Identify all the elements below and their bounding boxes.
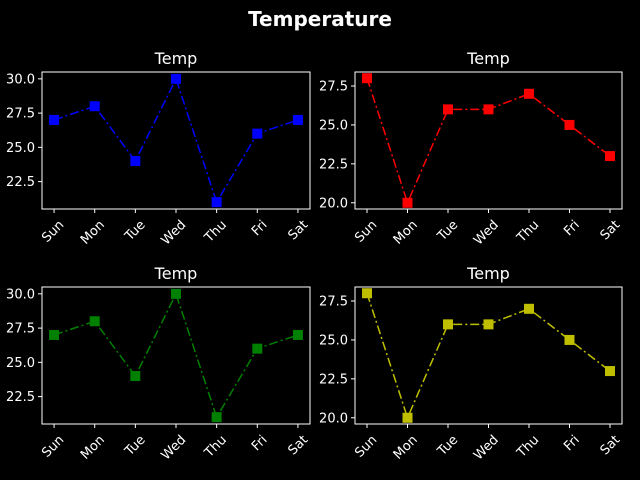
- axes-frame: [41, 71, 311, 210]
- data-point-marker: [604, 366, 615, 377]
- y-tick-label: 30.0: [6, 72, 35, 87]
- data-point-marker: [171, 73, 181, 84]
- figure-title: Temperature: [248, 7, 392, 31]
- data-point-marker: [292, 114, 303, 125]
- data-point-marker: [292, 329, 303, 340]
- x-tick-label: Mon: [391, 218, 421, 248]
- data-point-marker: [564, 119, 575, 130]
- data-point-marker: [252, 343, 263, 354]
- x-tick-label: Fri: [561, 218, 583, 240]
- x-tick-label: Thu: [514, 433, 543, 462]
- y-tick-label: 27.5: [6, 322, 35, 337]
- x-tick-label: Mon: [391, 433, 421, 463]
- data-point-marker: [362, 288, 373, 299]
- x-tick-label: Wed: [159, 433, 190, 464]
- y-tick-label: 25.0: [6, 141, 35, 156]
- data-point-marker: [211, 197, 222, 208]
- x-tick-label: Fri: [249, 218, 271, 240]
- y-tick-label: 27.5: [6, 107, 35, 122]
- x-tick-label: Fri: [249, 433, 271, 455]
- y-tick-label: 25.0: [6, 356, 35, 371]
- data-point-marker: [252, 128, 263, 139]
- data-point-marker: [523, 88, 534, 99]
- data-point-marker: [89, 101, 100, 112]
- data-point-marker: [130, 371, 141, 382]
- x-tick-label: Wed: [471, 218, 502, 249]
- y-tick-label: 27.5: [319, 295, 348, 310]
- subplot-1: Temp 22.5 25.0 27.5 30.0 Sun Mon Tue Wed Thu Fri Sa…: [6, 49, 311, 248]
- data-point-marker: [362, 73, 373, 84]
- x-tick-label: Sun: [39, 218, 67, 246]
- x-tick-label: Sat: [598, 218, 624, 244]
- y-tick-label: 20.0: [319, 196, 348, 211]
- x-tick-label: Sat: [598, 433, 624, 459]
- data-point-marker: [49, 114, 60, 125]
- axes-frame: [41, 286, 311, 425]
- data-point-marker: [443, 319, 454, 330]
- data-point-marker: [49, 329, 60, 340]
- subplot-4: Temp 20.0 22.5 25.0 27.5 Sun Mon Tue Wed Thu Fri Sa…: [319, 264, 623, 463]
- series-line: [366, 292, 611, 420]
- x-tick-label: Tue: [434, 218, 461, 245]
- x-tick-label: Tue: [122, 218, 149, 245]
- x-tick-label: Tue: [122, 433, 149, 460]
- y-tick-label: 25.0: [319, 118, 348, 133]
- subplot-3: Temp 22.5 25.0 27.5 30.0 Sun Mon Tue Wed Thu Fri Sa…: [6, 264, 311, 463]
- data-point-marker: [564, 334, 575, 345]
- x-tick-label: Tue: [434, 433, 461, 460]
- data-point-marker: [523, 303, 534, 314]
- data-point-marker: [402, 197, 413, 208]
- y-tick-label: 22.5: [6, 175, 35, 190]
- y-tick-label: 22.5: [319, 157, 348, 172]
- x-tick-label: Wed: [471, 433, 502, 464]
- x-tick-label: Mon: [78, 433, 108, 463]
- subplot-title: Temp: [154, 49, 198, 68]
- x-tick-label: Sat: [286, 218, 312, 244]
- x-tick-label: Thu: [514, 218, 543, 247]
- data-point-marker: [89, 316, 100, 327]
- y-tick-label: 20.0: [319, 411, 348, 426]
- x-tick-label: Thu: [201, 218, 230, 247]
- subplot-grid: Temp 22.5 25.0 27.5 30.0 Sun Mon Tue Wed Thu Fri Sa…: [6, 49, 623, 463]
- subplot-title: Temp: [466, 49, 510, 68]
- axes-frame: [354, 286, 623, 425]
- x-tick-label: Wed: [159, 218, 190, 249]
- subplot-2: Temp 20.0 22.5 25.0 27.5 Sun Mon Tue Wed Thu Fri Sa…: [319, 49, 623, 248]
- subplot-title: Temp: [154, 264, 198, 283]
- series-line: [53, 291, 299, 419]
- x-tick-label: Sun: [352, 433, 380, 461]
- y-tick-label: 30.0: [6, 287, 35, 302]
- series-line: [366, 77, 611, 205]
- y-tick-label: 27.5: [319, 80, 348, 95]
- x-tick-label: Sat: [286, 433, 312, 459]
- data-point-marker: [171, 288, 181, 299]
- x-tick-label: Thu: [201, 433, 230, 462]
- series-line: [53, 76, 299, 204]
- x-tick-label: Sun: [352, 218, 380, 246]
- data-point-marker: [443, 104, 454, 115]
- x-tick-label: Sun: [39, 433, 67, 461]
- data-point-marker: [604, 151, 615, 162]
- data-point-marker: [211, 412, 222, 423]
- y-tick-label: 22.5: [6, 390, 35, 405]
- data-point-marker: [402, 412, 413, 423]
- data-point-marker: [483, 104, 494, 115]
- x-tick-label: Fri: [561, 433, 583, 455]
- data-point-marker: [483, 319, 494, 330]
- data-point-marker: [130, 156, 141, 167]
- axes-frame: [354, 71, 623, 210]
- subplot-title: Temp: [466, 264, 510, 283]
- y-tick-label: 25.0: [319, 333, 348, 348]
- x-tick-label: Mon: [78, 218, 108, 248]
- y-tick-label: 22.5: [319, 372, 348, 387]
